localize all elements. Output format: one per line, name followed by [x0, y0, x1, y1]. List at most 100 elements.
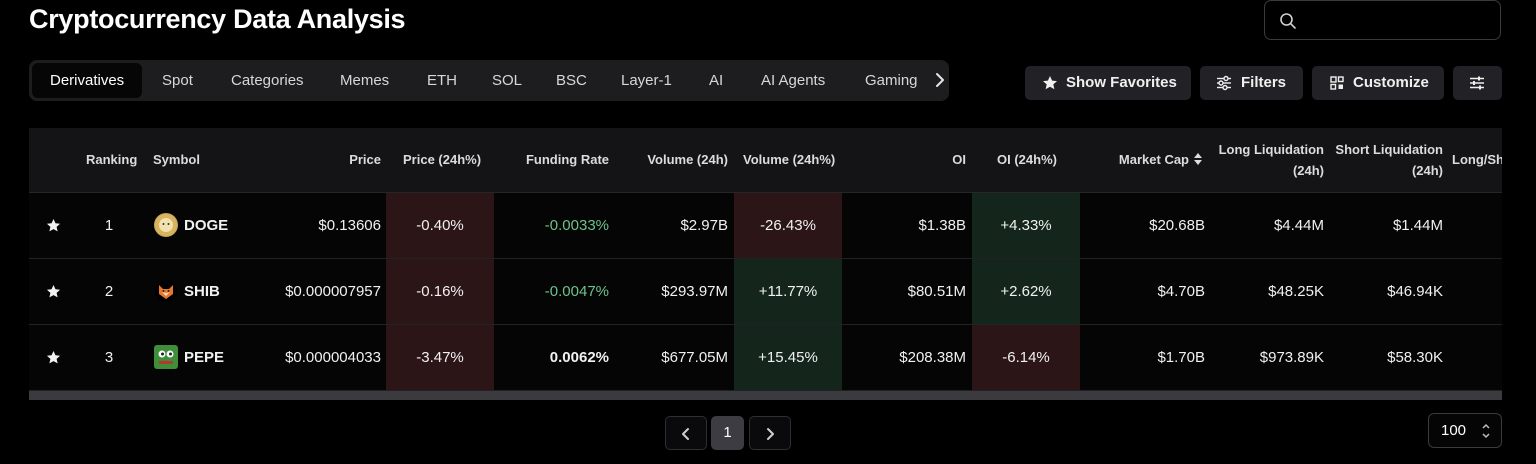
table-row[interactable]: 3 PEPE $0.000004033 -3.47% 0.0062% $677.… — [29, 325, 1502, 391]
chevron-up-down-icon — [1482, 423, 1490, 439]
funding-rate-cell: -0.0033% — [544, 217, 609, 234]
favorite-star-icon[interactable] — [46, 284, 61, 299]
scrollbar-thumb[interactable] — [29, 391, 1502, 400]
rank-cell: 1 — [104, 217, 114, 234]
tab-sol[interactable]: SOL — [492, 72, 523, 89]
tab-eth[interactable]: ETH — [427, 72, 457, 89]
grid-icon — [1330, 76, 1344, 90]
page-number-button[interactable]: 1 — [711, 416, 744, 450]
volume-24h-cell: $2.97B — [680, 217, 728, 234]
prev-page-button[interactable] — [665, 416, 707, 450]
header-price[interactable]: Price — [349, 152, 381, 167]
long-liquidation-cell: $48.25K — [1268, 283, 1324, 300]
chevron-left-icon — [682, 428, 689, 440]
volume-24h-pct-cell: -26.43% — [760, 217, 816, 234]
symbol-cell[interactable]: PEPE — [184, 349, 225, 366]
tab-bsc[interactable]: BSC — [556, 72, 587, 89]
page-size-value: 100 — [1441, 422, 1467, 439]
header-price-24h[interactable]: Price (24h%) — [403, 152, 482, 167]
price-24h-shade — [386, 193, 494, 258]
price-cell: $0.000007957 — [285, 283, 381, 300]
volume-24h-pct-shade — [734, 259, 842, 324]
show-favorites-button[interactable]: Show Favorites — [1025, 66, 1191, 100]
tab-categories[interactable]: Categories — [231, 72, 304, 89]
market-cap-cell: $1.70B — [1157, 349, 1205, 366]
price-24h-shade — [386, 259, 494, 324]
table-row[interactable]: 1 DOGE $0.13606 -0.40% -0.0033% $2.97B -… — [29, 193, 1502, 259]
funding-rate-cell: -0.0047% — [544, 283, 609, 300]
filter-sliders-icon — [1217, 75, 1231, 91]
header-oi[interactable]: OI — [952, 152, 966, 167]
page-size-select[interactable]: 100 — [1428, 413, 1502, 448]
data-table: Ranking Symbol Price Price (24h%) Fundin… — [29, 128, 1502, 391]
header-short-liquidation[interactable]: Short Liquidation (24h) — [1329, 139, 1443, 181]
price-24h-cell: -0.16% — [416, 283, 464, 300]
symbol-cell[interactable]: SHIB — [184, 283, 220, 300]
header-funding-rate[interactable]: Funding Rate — [525, 152, 609, 167]
favorite-star-icon[interactable] — [46, 350, 61, 365]
pepe-coin-icon — [154, 345, 178, 369]
favorite-star-icon[interactable] — [46, 218, 61, 233]
price-cell: $0.000004033 — [285, 349, 381, 366]
category-tabs: Derivatives Spot Categories Memes ETH SO… — [29, 60, 949, 101]
settings-sliders-icon — [1470, 76, 1484, 90]
long-liquidation-cell: $4.44M — [1273, 217, 1324, 234]
tab-ai[interactable]: AI — [709, 72, 724, 89]
table-header: Ranking Symbol Price Price (24h%) Fundin… — [29, 128, 1502, 193]
tab-spot[interactable]: Spot — [162, 72, 193, 89]
oi-cell: $1.38B — [918, 217, 966, 234]
price-24h-cell: -0.40% — [416, 217, 464, 234]
price-cell: $0.13606 — [318, 217, 381, 234]
next-page-button[interactable] — [749, 416, 791, 450]
short-liquidation-cell: $46.94K — [1387, 283, 1443, 300]
symbol-cell[interactable]: DOGE — [184, 217, 229, 234]
volume-24h-cell: $293.97M — [661, 283, 728, 300]
filters-button[interactable]: Filters — [1200, 66, 1303, 100]
filters-label: Filters — [1241, 74, 1287, 91]
volume-24h-pct-shade — [734, 193, 842, 258]
header-volume-24h-pct[interactable]: Volume (24h%) — [743, 152, 836, 167]
oi-cell: $208.38M — [899, 349, 966, 366]
header-short-liquidation-line2: (24h) — [1411, 163, 1443, 178]
tab-derivatives[interactable]: Derivatives — [32, 63, 143, 98]
tab-memes[interactable]: Memes — [340, 72, 390, 89]
star-icon — [1043, 76, 1057, 90]
header-ranking[interactable]: Ranking — [86, 152, 138, 167]
header-long-liquidation[interactable]: Long Liquidation (24h) — [1209, 139, 1324, 181]
settings-button[interactable] — [1453, 66, 1502, 100]
tab-gaming[interactable]: Gaming — [865, 72, 918, 89]
header-short-liquidation-line1: Short Liquidation — [1335, 142, 1443, 157]
rank-cell: 2 — [104, 283, 114, 300]
volume-24h-pct-shade — [734, 325, 842, 390]
header-long-liquidation-line1: Long Liquidation — [1218, 142, 1324, 157]
customize-button[interactable]: Customize — [1312, 66, 1444, 100]
volume-24h-cell: $677.05M — [661, 349, 728, 366]
sort-icon[interactable] — [1193, 152, 1203, 166]
header-symbol[interactable]: Symbol — [153, 152, 200, 167]
header-market-cap[interactable]: Market Cap — [1118, 152, 1189, 167]
oi-cell: $80.51M — [907, 283, 966, 300]
rank-cell: 3 — [104, 349, 114, 366]
header-volume-24h[interactable]: Volume (24h) — [647, 152, 728, 167]
oi-24h-shade — [972, 193, 1080, 258]
long-liquidation-cell: $973.89K — [1259, 349, 1324, 366]
shib-coin-icon — [154, 279, 178, 303]
oi-24h-cell: -6.14% — [1002, 349, 1050, 366]
page-title: Cryptocurrency Data Analysis — [29, 4, 406, 34]
market-cap-cell: $4.70B — [1157, 283, 1205, 300]
horizontal-scrollbar[interactable] — [29, 391, 1502, 400]
oi-24h-shade — [972, 259, 1080, 324]
oi-24h-shade — [972, 325, 1080, 390]
tab-layer-1[interactable]: Layer-1 — [621, 72, 672, 89]
header-oi-24h[interactable]: OI (24h%) — [997, 152, 1057, 167]
header-long-short[interactable]: Long/Sho — [1452, 152, 1502, 167]
search-icon — [1280, 13, 1296, 29]
table-row[interactable]: 2 SHIB $0.000007957 -0.16% -0.0047% $293… — [29, 259, 1502, 325]
short-liquidation-cell: $58.30K — [1387, 349, 1443, 366]
chevron-right-icon — [767, 428, 774, 440]
search-input[interactable] — [1305, 9, 1494, 35]
tab-ai-agents[interactable]: AI Agents — [761, 72, 826, 89]
chevron-right-icon[interactable] — [930, 69, 950, 91]
search-box[interactable] — [1264, 0, 1501, 40]
customize-label: Customize — [1353, 74, 1429, 91]
